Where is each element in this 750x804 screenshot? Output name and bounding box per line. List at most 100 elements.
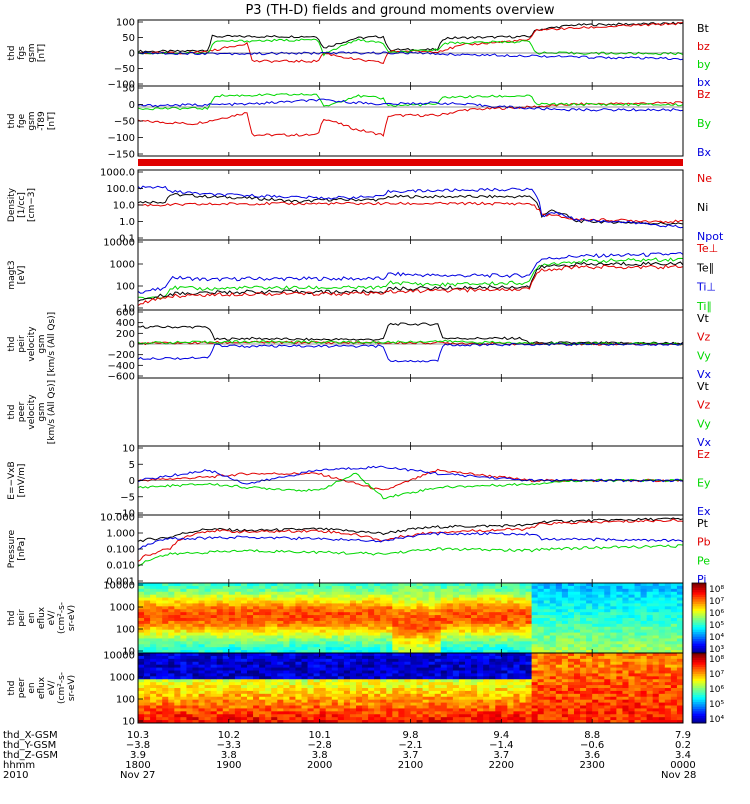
- y-axis-label: [cm−3]: [27, 188, 37, 222]
- heatmap-cell: [489, 676, 496, 680]
- heatmap-cell: [277, 650, 284, 654]
- heatmap-cell: [670, 682, 678, 686]
- heatmap-cell: [398, 632, 405, 636]
- heatmap-cell: [277, 626, 284, 631]
- heatmap-cell: [337, 609, 345, 613]
- heatmap-cell: [289, 655, 296, 660]
- heatmap-cell: [549, 717, 557, 721]
- heatmap-cell: [416, 696, 424, 701]
- heatmap-cell: [477, 661, 484, 666]
- heatmap-cell: [440, 641, 448, 645]
- heatmap-cell: [501, 711, 508, 715]
- heatmap-cell: [222, 661, 230, 666]
- heatmap-cell: [586, 685, 593, 689]
- heatmap-cell: [398, 676, 405, 680]
- heatmap-cell: [531, 670, 539, 674]
- heatmap-cell: [531, 664, 539, 669]
- heatmap-cell: [277, 673, 284, 677]
- heatmap-cell: [144, 650, 151, 654]
- heatmap-cell: [640, 629, 648, 634]
- heatmap-cell: [386, 603, 393, 607]
- heatmap-cell: [313, 708, 321, 712]
- legend-entry: Vt: [697, 380, 710, 393]
- heatmap-cell: [440, 676, 448, 680]
- heatmap-cell: [277, 588, 284, 593]
- heatmap-cell: [240, 644, 248, 648]
- heatmap-cell: [507, 603, 514, 607]
- heatmap-cell: [222, 620, 230, 625]
- heatmap-cell: [398, 720, 405, 724]
- heatmap-cell: [616, 676, 623, 680]
- heatmap-cell: [216, 711, 224, 715]
- heatmap-cell: [598, 711, 605, 715]
- heatmap-cell: [222, 690, 230, 695]
- heatmap-cell: [549, 618, 557, 622]
- heatmap-cell: [204, 597, 212, 601]
- heatmap-cell: [301, 705, 309, 709]
- heatmap-cell: [337, 667, 345, 671]
- heatmap-cell: [658, 670, 666, 674]
- heatmap-cell: [628, 629, 636, 634]
- heatmap-cell: [555, 673, 563, 677]
- heatmap-cell: [574, 635, 581, 639]
- heatmap-cell: [216, 661, 224, 666]
- heatmap-cell: [174, 644, 181, 648]
- heatmap-cell: [416, 705, 424, 709]
- heatmap-cell: [228, 705, 236, 709]
- heatmap-cell: [422, 676, 430, 680]
- heatmap-cell: [525, 711, 533, 715]
- heatmap-cell: [198, 702, 206, 706]
- heatmap-cell: [646, 699, 654, 704]
- heatmap-cell: [477, 600, 484, 604]
- heatmap-cell: [465, 585, 472, 590]
- x-axis-tick-label: 0.2: [675, 740, 691, 751]
- heatmap-cell: [398, 591, 405, 596]
- heatmap-cell: [289, 714, 296, 718]
- heatmap-cell: [622, 667, 629, 671]
- heatmap-cell: [446, 673, 454, 677]
- heatmap-cell: [253, 699, 260, 704]
- heatmap-cell: [313, 612, 321, 616]
- heatmap-cell: [440, 583, 448, 587]
- heatmap-cell: [392, 638, 399, 642]
- heatmap-cell: [664, 685, 672, 689]
- heatmap-cell: [452, 606, 460, 610]
- heatmap-cell: [495, 661, 502, 666]
- heatmap-cell: [374, 693, 381, 698]
- heatmap-cell: [234, 603, 242, 607]
- heatmap-cell: [567, 688, 575, 692]
- heatmap-cell: [471, 673, 478, 677]
- heatmap-cell: [483, 638, 490, 642]
- heatmap-cell: [416, 623, 424, 628]
- heatmap-cell: [628, 688, 636, 692]
- heatmap-cell: [489, 647, 496, 651]
- heatmap-cell: [283, 650, 290, 654]
- heatmap-cell: [138, 658, 145, 663]
- heatmap-cell: [561, 609, 569, 613]
- heatmap-cell: [507, 615, 514, 619]
- heatmap-cell: [646, 597, 654, 601]
- heatmap-cell: [646, 661, 654, 666]
- heatmap-cell: [549, 638, 557, 642]
- heatmap-cell: [186, 600, 193, 604]
- colorbar-tick-label: 10³: [709, 645, 724, 655]
- heatmap-cell: [428, 679, 436, 683]
- heatmap-cell: [186, 606, 193, 610]
- heatmap-cell: [586, 635, 593, 639]
- heatmap-cell: [465, 696, 472, 701]
- heatmap-cell: [319, 620, 327, 625]
- heatmap-cell: [519, 583, 527, 587]
- heatmap-cell: [592, 632, 599, 636]
- heatmap-cell: [446, 696, 454, 701]
- colorbar-step: [692, 606, 706, 610]
- heatmap-cell: [676, 641, 684, 645]
- heatmap-cell: [349, 653, 357, 657]
- heatmap-cell: [434, 714, 442, 718]
- heatmap-cell: [331, 620, 339, 625]
- heatmap-cell: [295, 600, 302, 604]
- heatmap-cell: [277, 591, 284, 596]
- heatmap-cell: [434, 609, 442, 613]
- y-axis-label: [1/cc]: [17, 192, 27, 218]
- heatmap-cell: [192, 705, 200, 709]
- heatmap-cell: [598, 623, 605, 628]
